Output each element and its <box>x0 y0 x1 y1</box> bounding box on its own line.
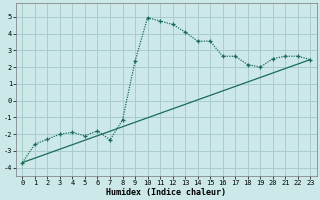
X-axis label: Humidex (Indice chaleur): Humidex (Indice chaleur) <box>106 188 226 197</box>
